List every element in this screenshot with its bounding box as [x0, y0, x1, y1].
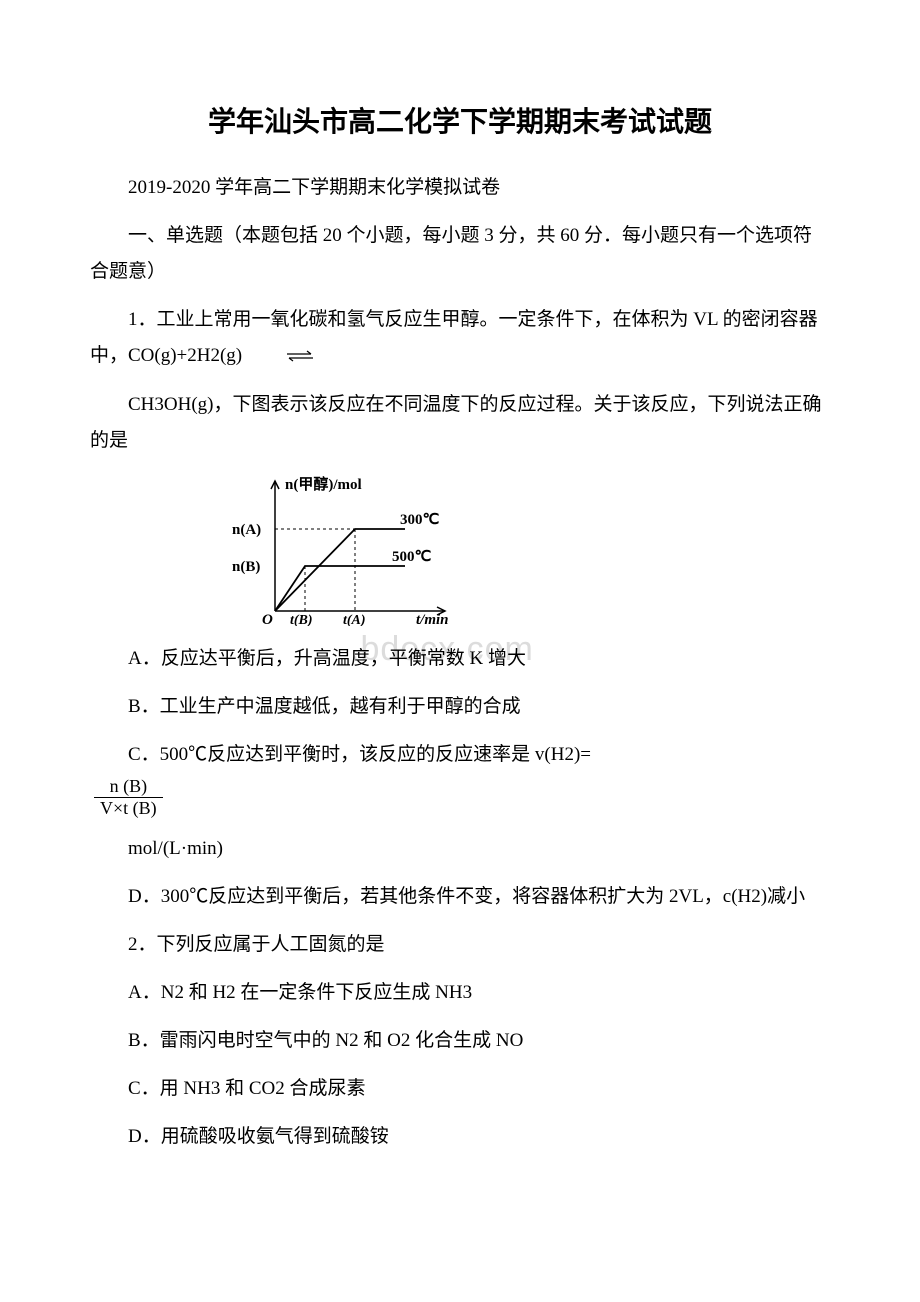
- chart-ytick-a: n(A): [232, 522, 261, 538]
- q2-option-d: D．用硫酸吸收氨气得到硫酸铵: [90, 1119, 830, 1155]
- chart-origin: O: [262, 612, 273, 626]
- q1-fraction: n (B) V×t (B): [94, 776, 163, 819]
- chart-ylabel: n(甲醇)/mol: [285, 475, 362, 493]
- q1-option-a: A．反应达平衡后，升高温度，平衡常数 K 增大: [90, 641, 830, 677]
- q1-stem-line1: 1．工业上常用一氧化碳和氢气反应生甲醇。一定条件下，在体积为 VL 的密闭容器中…: [90, 302, 830, 375]
- fraction-denominator: V×t (B): [94, 798, 163, 819]
- subtitle: 2019-2020 学年高二下学期期末化学模拟试卷: [90, 170, 830, 206]
- q2-option-a: A．N2 和 H2 在一定条件下反应生成 NH3: [90, 975, 830, 1011]
- q2-stem: 2．下列反应属于人工固氮的是: [90, 927, 830, 963]
- q1-option-b: B．工业生产中温度越低，越有利于甲醇的合成: [90, 689, 830, 725]
- equilibrium-symbol: [247, 339, 315, 375]
- chart-line-500: 500℃: [392, 549, 432, 565]
- q1-option-d: D．300℃反应达到平衡后，若其他条件不变，将容器体积扩大为 2VL，c(H2)…: [90, 879, 830, 915]
- chart-ytick-b: n(B): [232, 559, 260, 575]
- q1-chart: n(甲醇)/mol O t/min n(A) n(B) t(B) t(A) 30…: [220, 471, 830, 631]
- chart-xtick-a: t(A): [343, 613, 366, 626]
- q1-stem-line2: CH3OH(g)，下图表示该反应在不同温度下的反应过程。关于该反应，下列说法正确…: [90, 387, 830, 459]
- document-content: 学年汕头市高二化学下学期期末考试试题 2019-2020 学年高二下学期期末化学…: [90, 100, 830, 1155]
- chart-xlabel: t/min: [416, 612, 449, 626]
- q1-stem1-text: 1．工业上常用一氧化碳和氢气反应生甲醇。一定条件下，在体积为 VL 的密闭容器中…: [90, 309, 818, 366]
- q1-option-c-unit: mol/(L·min): [90, 831, 830, 867]
- page-title: 学年汕头市高二化学下学期期末考试试题: [90, 100, 830, 140]
- q1-fraction-wrap: n (B) V×t (B): [90, 776, 830, 819]
- chart-svg: n(甲醇)/mol O t/min n(A) n(B) t(B) t(A) 30…: [220, 471, 455, 626]
- section-header: 一、单选题（本题包括 20 个小题，每小题 3 分，共 60 分．每小题只有一个…: [90, 218, 830, 290]
- chart-xtick-b: t(B): [290, 613, 313, 626]
- q2-option-b: B．雷雨闪电时空气中的 N2 和 O2 化合生成 NO: [90, 1023, 830, 1059]
- fraction-numerator: n (B): [94, 776, 163, 798]
- q2-option-c: C．用 NH3 和 CO2 合成尿素: [90, 1071, 830, 1107]
- q1-option-c-prefix: C．500℃反应达到平衡时，该反应的反应速率是 v(H2)=: [90, 737, 830, 773]
- chart-line-300: 300℃: [400, 512, 440, 528]
